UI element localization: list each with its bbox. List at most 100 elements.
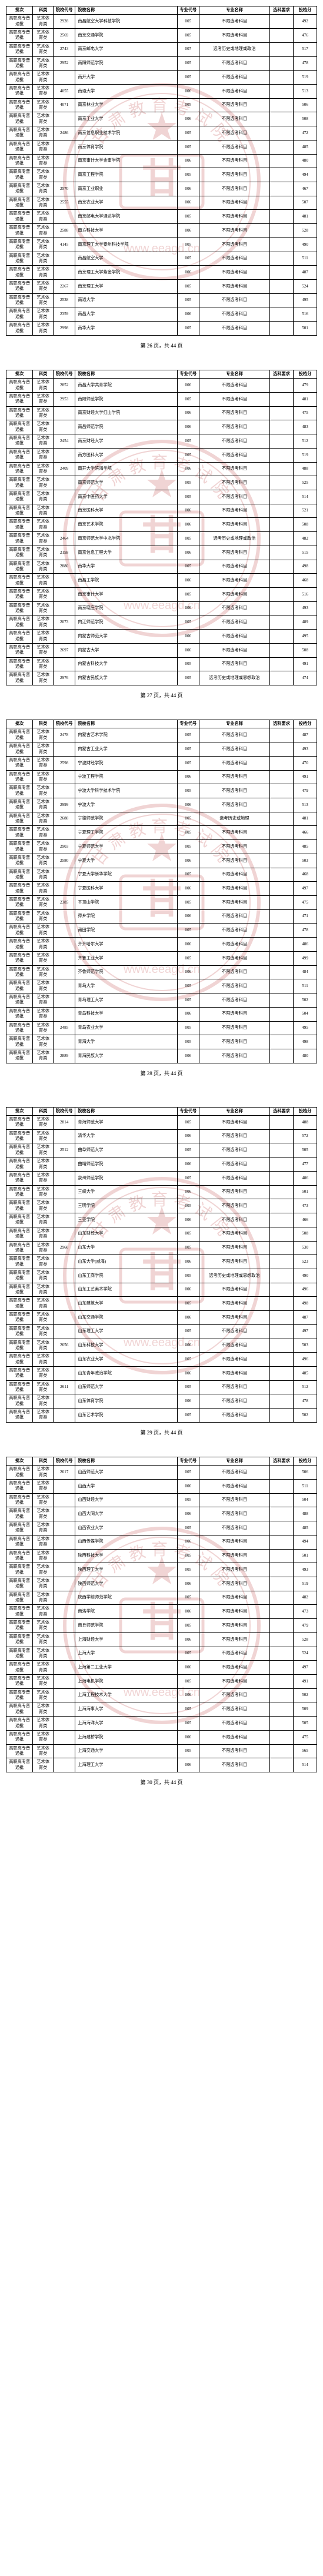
cell: 005 (177, 657, 199, 671)
cell (53, 965, 75, 979)
cell: 艺术体育类 (33, 1535, 54, 1549)
cell: 485 (293, 840, 317, 854)
cell: 艺术体育类 (33, 237, 54, 252)
cell (269, 1647, 293, 1661)
cell (53, 1730, 75, 1744)
cell: 曲靖师范学院 (75, 1157, 177, 1172)
cell: 4055 (53, 84, 75, 98)
cell: 艺术体育类 (33, 154, 54, 168)
cell: 不限选考科目 (199, 1049, 269, 1063)
cell: 006 (177, 1535, 199, 1549)
cell: 不限选考科目 (199, 1227, 269, 1241)
cell: 477 (293, 1157, 317, 1172)
cell (269, 84, 293, 98)
cell: 528 (293, 224, 317, 238)
cell: 不限选考科目 (199, 1283, 269, 1297)
table-row: 高职高专普通批艺术体育类宁夏大学新华学院005不限选考科目468 (6, 868, 317, 882)
cell: 上海第二工业大学 (75, 1661, 177, 1675)
cell (269, 1143, 293, 1157)
cell: 艺术体育类 (33, 1521, 54, 1535)
cell: 不限选考科目 (199, 434, 269, 449)
cell (269, 896, 293, 910)
cell: 艺术体育类 (33, 15, 54, 29)
cell: 高职高专普通批 (6, 574, 33, 588)
cell (269, 1129, 293, 1143)
cell: 选考历史或地理 (199, 812, 269, 826)
cell (53, 210, 75, 224)
cell: 高职高专普通批 (6, 643, 33, 657)
cell: 005 (177, 448, 199, 462)
cell (53, 1007, 75, 1021)
cell: 艺术体育类 (33, 196, 54, 210)
cell: 高职高专普通批 (6, 1035, 33, 1049)
cell: 曲阜师范大学 (75, 1143, 177, 1157)
cell (269, 1605, 293, 1619)
cell (269, 322, 293, 336)
cell: 高职高专普通批 (6, 868, 33, 882)
cell: 497 (293, 1661, 317, 1675)
cell: 山东青年政治学院 (75, 1366, 177, 1380)
cell (53, 1702, 75, 1717)
cell: 艺术体育类 (33, 1311, 54, 1325)
cell: 474 (293, 671, 317, 685)
cell: 高职高专普通批 (6, 1479, 33, 1493)
table-head: 批次科类院校代号院校名称专业代号专业名称选科要求投档分 (6, 370, 317, 378)
cell: 503 (293, 854, 317, 868)
cell: 高职高专普通批 (6, 379, 33, 393)
table-row: 高职高专普通批艺术体育类山东体育学院006不限选考科目478 (6, 1394, 317, 1409)
cell (269, 237, 293, 252)
table-row: 高职高专普通批艺术体育类4071南京林业大学005不限选考科目506 (6, 98, 317, 112)
cell: 艺术体育类 (33, 1185, 54, 1199)
cell: 2903 (53, 840, 75, 854)
cell: 艺术体育类 (33, 615, 54, 630)
cell (53, 951, 75, 965)
cell: 不限选考科目 (199, 1171, 269, 1185)
cell: 南方科技大学 (75, 224, 177, 238)
table-row: 高职高专普通批艺术体育类山西农业大学005不限选考科目485 (6, 1521, 317, 1535)
cell: 山东大学 (75, 1241, 177, 1255)
cell: 2569 (53, 29, 75, 43)
cell: 南京审计大学 (75, 588, 177, 602)
cell: 艺术体育类 (33, 1283, 54, 1297)
cell: 005 (177, 840, 199, 854)
cell: 高职高专普通批 (6, 1283, 33, 1297)
cell (269, 490, 293, 504)
cell: 山东农业大学 (75, 1353, 177, 1367)
cell: 高职高专普通批 (6, 770, 33, 784)
table-row: 高职高专普通批艺术体育类2464南京师范大学中北学院005选考历史或地理或政治4… (6, 532, 317, 546)
cell: 005 (177, 1717, 199, 1731)
cell: 2998 (53, 322, 75, 336)
cell (269, 560, 293, 574)
cell: 山东体育学院 (75, 1394, 177, 1409)
cell: 501 (293, 322, 317, 336)
cell: 南京信息工程大学 (75, 546, 177, 560)
cell (269, 1702, 293, 1717)
cell (269, 112, 293, 126)
col-header: 院校代号 (53, 1457, 75, 1465)
cell: 艺术体育类 (33, 979, 54, 993)
col-header: 科类 (33, 1107, 54, 1115)
cell: 艺术体育类 (33, 657, 54, 671)
col-header: 批次 (6, 6, 33, 15)
cell: 南京中医药大学 (75, 490, 177, 504)
cell: 高职高专普通批 (6, 29, 33, 43)
table-row: 高职高专普通批艺术体育类南京审计大学金审学院006不限选考科目480 (6, 154, 317, 168)
cell (269, 1619, 293, 1633)
cell: 525 (293, 476, 317, 490)
cell: 485 (293, 140, 317, 154)
table-row: 高职高专普通批艺术体育类上海第二工业大学006不限选考科目497 (6, 1661, 317, 1675)
cell: 不限选考科目 (199, 615, 269, 630)
cell: 艺术体育类 (33, 1507, 54, 1521)
cell: 006 (177, 882, 199, 896)
cell: 484 (293, 965, 317, 979)
cell: 青岛理工大学 (75, 993, 177, 1008)
table-row: 高职高专普通批艺术体育类山东建筑大学005不限选考科目498 (6, 1297, 317, 1311)
cell: 艺术体育类 (33, 840, 54, 854)
cell: 艺术体育类 (33, 392, 54, 406)
cell: 选考历史或地理或思想政治 (199, 671, 269, 685)
cell: 高职高专普通批 (6, 307, 33, 322)
cell (269, 1241, 293, 1255)
cell: 005 (177, 1353, 199, 1367)
cell: 南京体育学院 (75, 140, 177, 154)
cell: 艺术体育类 (33, 126, 54, 140)
